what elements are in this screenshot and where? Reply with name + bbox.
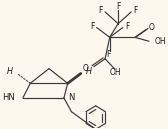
Text: F: F xyxy=(125,22,130,31)
Text: H: H xyxy=(7,67,13,76)
Text: O: O xyxy=(82,64,88,73)
Text: HN: HN xyxy=(3,94,15,102)
Text: N: N xyxy=(68,94,74,102)
Text: H: H xyxy=(85,67,91,76)
Text: O: O xyxy=(149,23,155,32)
Text: OH: OH xyxy=(155,37,166,46)
Text: F: F xyxy=(116,2,120,11)
Text: F: F xyxy=(90,22,94,31)
Text: F: F xyxy=(98,6,103,15)
Text: F: F xyxy=(107,50,111,59)
Text: OH: OH xyxy=(110,68,121,77)
Text: F: F xyxy=(134,6,138,15)
